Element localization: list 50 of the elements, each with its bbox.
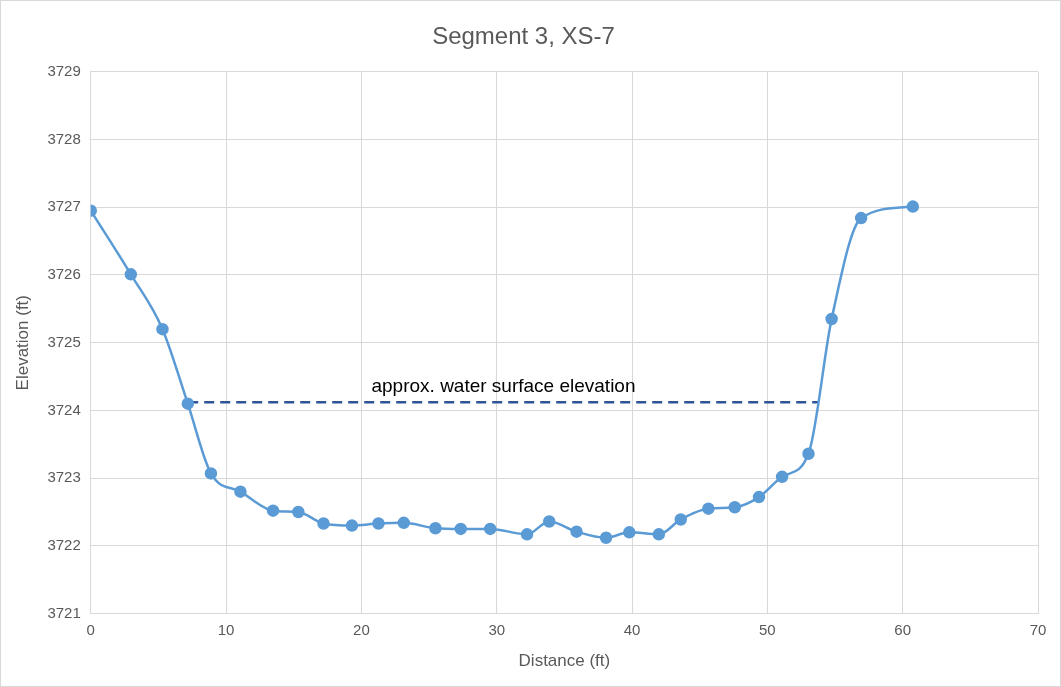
point [372,517,385,530]
point [702,502,715,515]
point [124,268,138,281]
point [429,522,442,535]
point [854,211,868,225]
point [728,501,741,514]
point [825,312,838,326]
point [752,490,766,504]
point [483,522,497,536]
point [181,397,195,410]
point [266,504,280,517]
x-tick-label: 20 [353,620,370,638]
x-tick-label: 0 [86,620,95,638]
y-tick-label: 3724 [47,400,81,418]
point [454,522,467,536]
y-tick-label: 3723 [47,468,81,486]
x-tick-label: 50 [759,620,776,638]
y-tick-label: 3725 [47,332,81,350]
series-label: approx. water surface elevation [371,375,636,397]
chart-title: Segment 3, XS-7 [432,22,615,50]
point [204,467,218,480]
x-tick-label: 30 [488,620,506,638]
point [652,528,666,541]
point [599,531,613,544]
y-tick-label: 3726 [47,265,81,283]
x-axis-title: Distance (ft) [518,651,611,671]
y-tick-label: 3728 [47,129,81,147]
y-tick-label: 3722 [47,536,81,554]
x-tick-label: 60 [894,620,912,638]
point [802,447,815,461]
point [775,470,789,484]
point [906,200,920,213]
point [570,525,583,538]
point [234,485,247,498]
point [542,515,556,528]
point [674,513,688,526]
point [345,519,359,532]
y-tick-label: 3727 [47,197,81,215]
point [156,322,169,336]
y-axis-title: Elevation (ft) [12,294,32,391]
point [317,517,330,530]
y-tick-label: 3721 [47,603,81,621]
y-tick-label: 3729 [47,61,81,79]
point [292,505,305,519]
x-tick-label: 70 [1029,620,1047,638]
x-tick-label: 10 [217,620,235,638]
point [397,516,411,530]
point [520,528,534,541]
point [623,526,636,539]
x-tick-label: 40 [623,620,641,638]
